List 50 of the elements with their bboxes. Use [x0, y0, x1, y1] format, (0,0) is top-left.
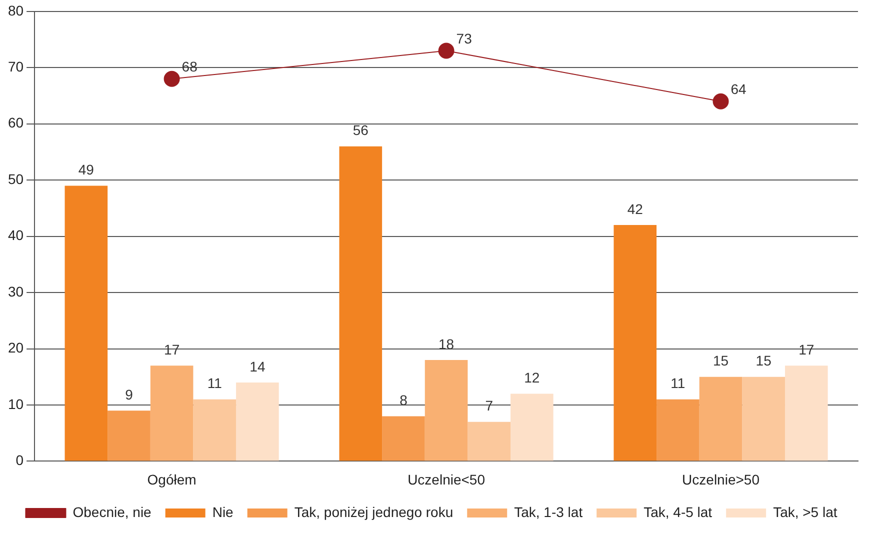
- y-tick-label: 60: [8, 114, 24, 131]
- data-label: 15: [712, 352, 729, 369]
- data-label: 9: [125, 386, 134, 402]
- bar: [614, 225, 657, 461]
- y-tick-label: 20: [8, 340, 24, 356]
- data-label: 73: [456, 30, 472, 47]
- point: [712, 93, 729, 110]
- bar: [742, 376, 785, 461]
- data-label: 49: [78, 162, 94, 178]
- bar: [150, 366, 194, 461]
- legend-label: Obecnie, nie: [72, 504, 152, 520]
- data-label: 64: [730, 81, 747, 98]
- y-tick-label: 10: [8, 396, 24, 412]
- y-tick-label: 0: [16, 452, 24, 468]
- bar: [339, 146, 382, 461]
- x-tick-label: Uczelnie<50: [408, 471, 486, 488]
- legend-label: Nie: [212, 504, 234, 520]
- y-tick-label: 70: [8, 58, 24, 74]
- y-tick-label: 80: [8, 2, 24, 18]
- bar: [699, 376, 742, 461]
- data-label: 11: [207, 375, 222, 392]
- bar: [656, 399, 700, 461]
- x-tick-label: Uczelnie>50: [682, 471, 760, 488]
- y-tick-label: 40: [8, 227, 24, 244]
- point: [164, 70, 180, 87]
- y-tick-label: 30: [8, 283, 24, 300]
- data-label: 8: [400, 392, 408, 408]
- legend-label: Tak, 1-3 lat: [514, 504, 583, 520]
- bar: [193, 399, 236, 461]
- legend-label: Tak, >5 lat: [773, 504, 838, 520]
- data-label: 15: [756, 352, 772, 369]
- legend-label: Tak, poniżej jednego roku: [294, 504, 454, 520]
- legend-label: Tak, 4-5 lat: [644, 504, 712, 520]
- bar: [468, 422, 511, 461]
- x-tick-label: Ogółem: [147, 471, 196, 488]
- point: [438, 42, 454, 59]
- data-label: 56: [352, 122, 369, 138]
- bar: [108, 410, 150, 461]
- bar: [784, 366, 828, 461]
- y-tick-label: 50: [8, 170, 24, 187]
- data-label: 12: [524, 370, 540, 386]
- bar: [424, 360, 468, 461]
- bar: [64, 186, 108, 461]
- data-label: 42: [627, 200, 644, 217]
- bar: [236, 382, 279, 461]
- data-label: 14: [250, 358, 266, 374]
- bar: [382, 416, 425, 461]
- data-label: 18: [438, 336, 454, 352]
- bar: [510, 394, 554, 461]
- data-label: 11: [670, 375, 686, 392]
